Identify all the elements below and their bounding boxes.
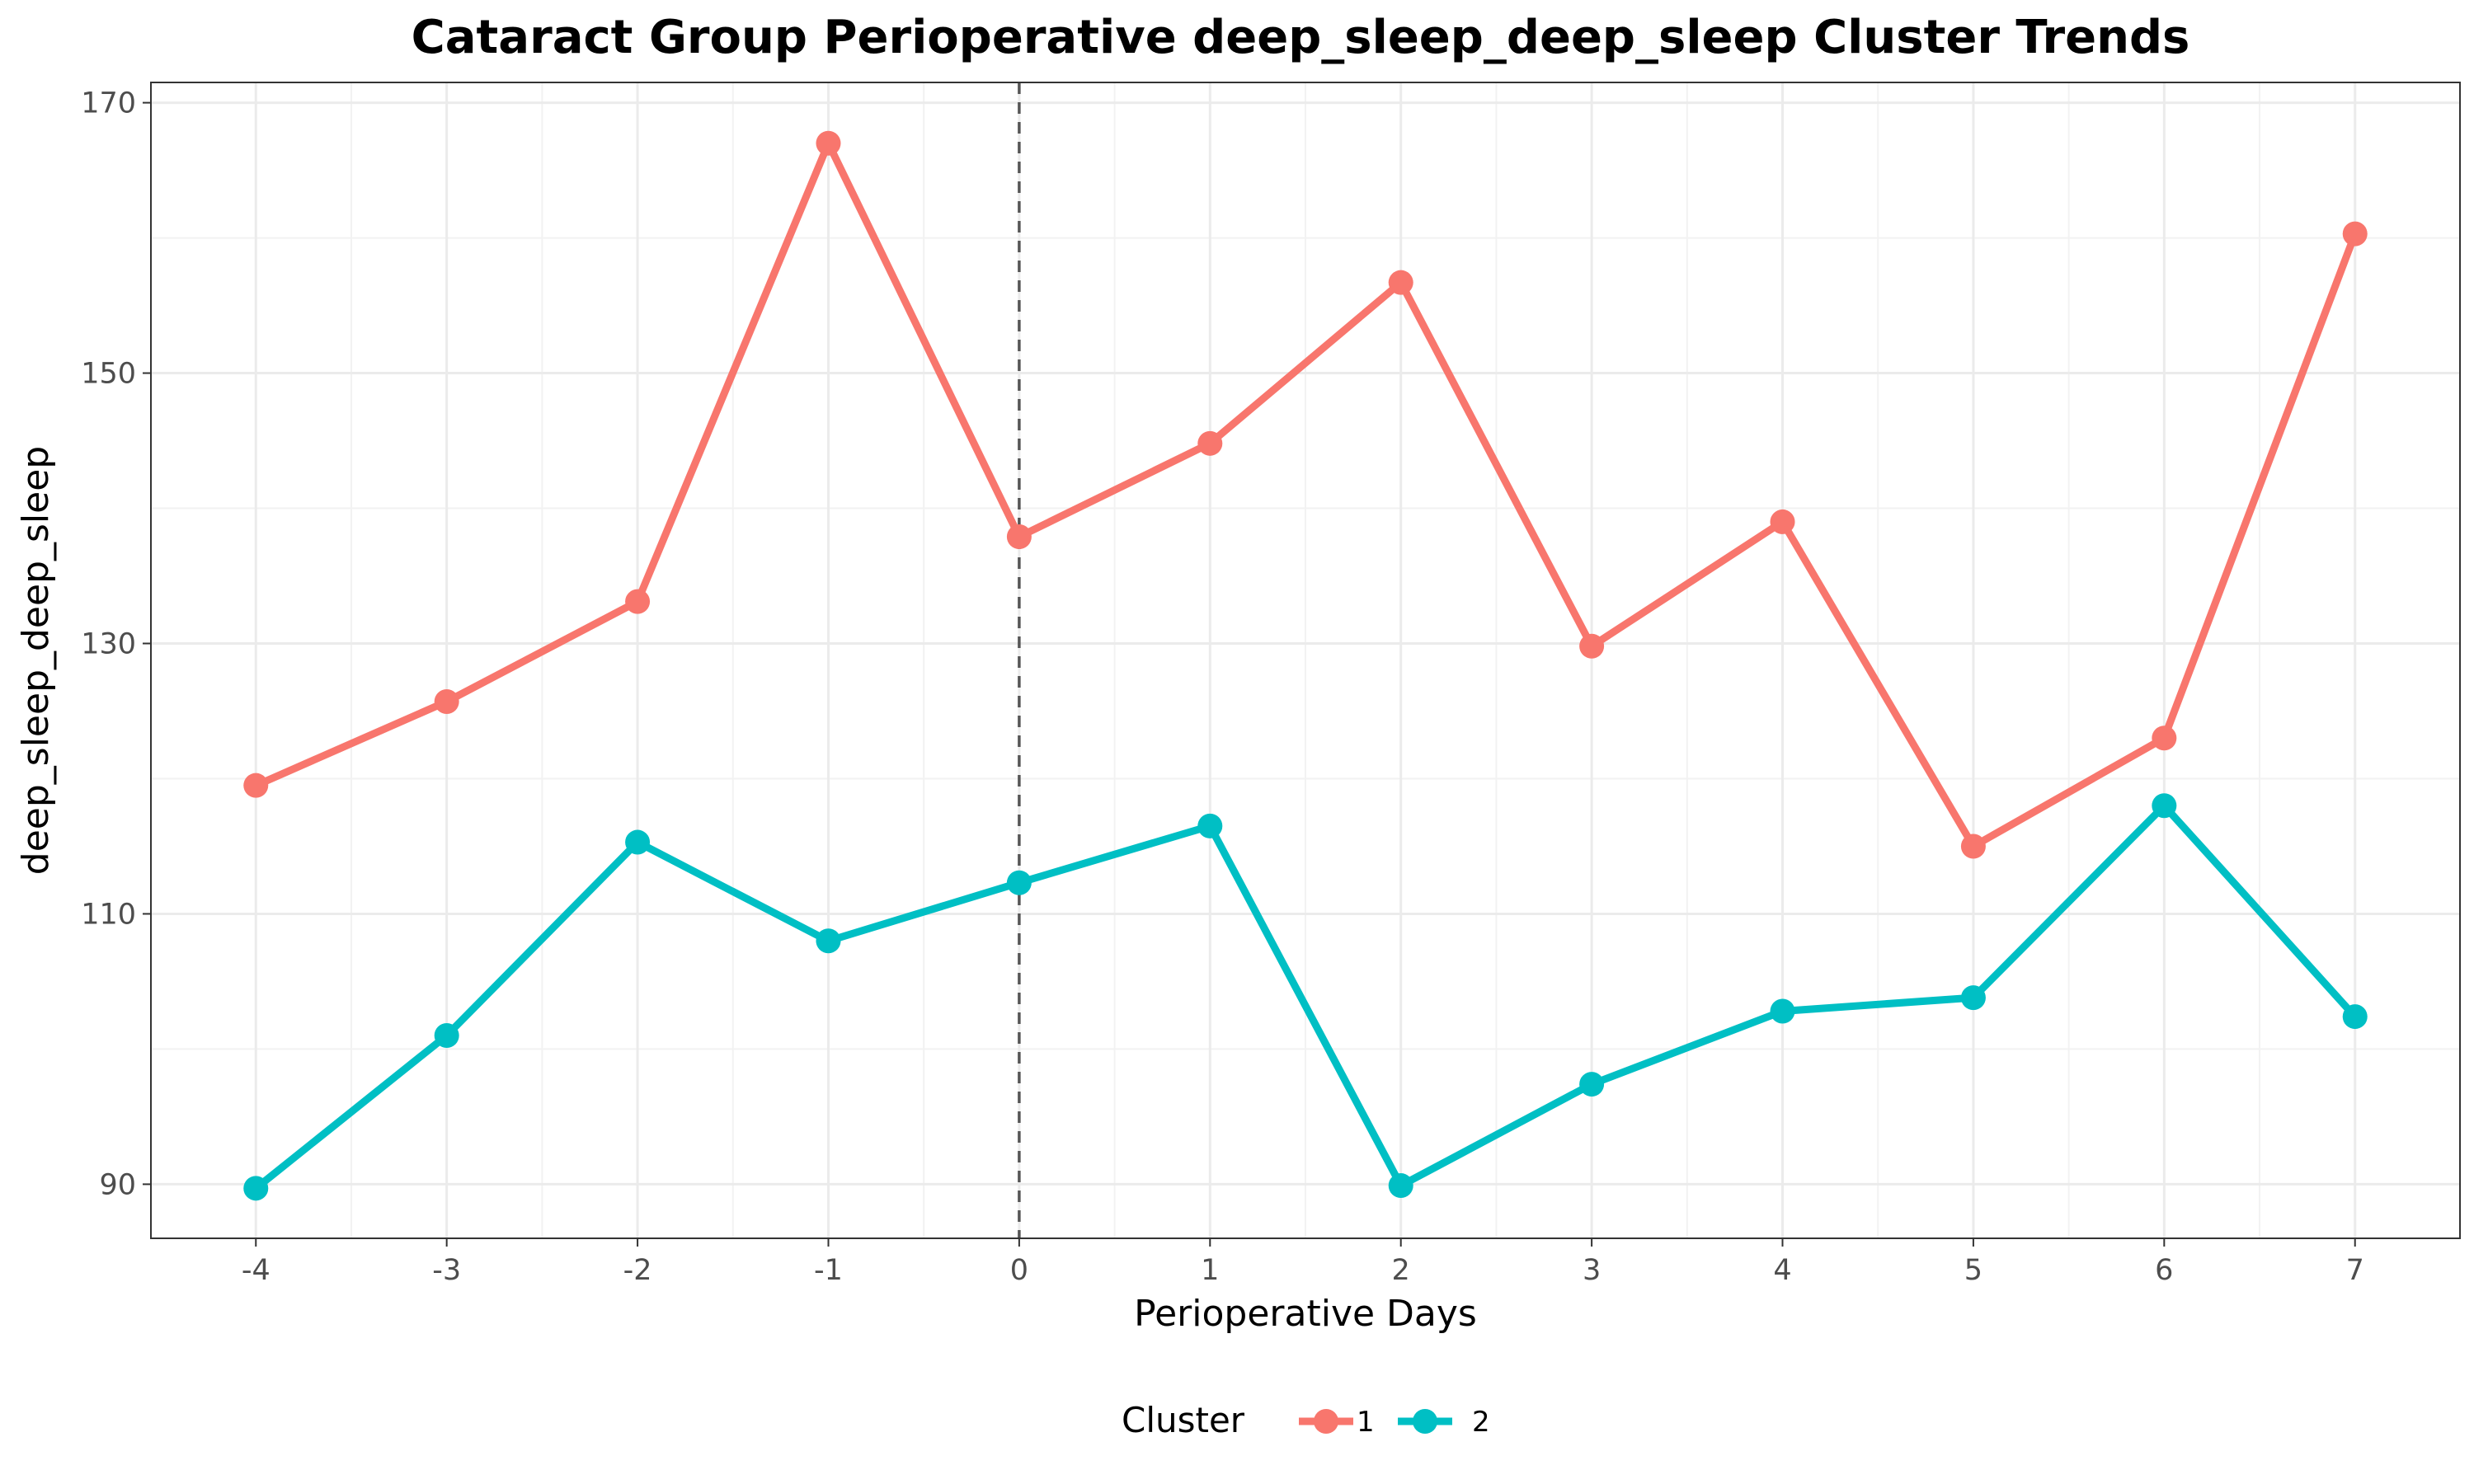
- series-1-point: [2342, 221, 2368, 247]
- legend: Cluster 1 2: [1122, 1400, 1490, 1440]
- series-1-point: [816, 130, 841, 156]
- series-2: [243, 793, 2368, 1201]
- series-1-point: [1579, 633, 1605, 659]
- series-2-point: [1770, 998, 1795, 1024]
- y-tick-label: 150: [81, 358, 136, 391]
- y-tick-label: 110: [81, 898, 136, 931]
- series-2-point: [1388, 1173, 1413, 1199]
- series-2-point: [2342, 1004, 2368, 1030]
- y-axis-title: deep_sleep_deep_sleep: [15, 446, 57, 875]
- y-tick-label: 90: [99, 1168, 136, 1201]
- series-2-point: [816, 928, 841, 954]
- series-2-point: [1579, 1072, 1605, 1097]
- series-1-point: [434, 689, 459, 715]
- x-tick-label: -2: [623, 1254, 652, 1287]
- series-2-point: [434, 1023, 459, 1049]
- chart-title: Cataract Group Perioperative deep_sleep_…: [412, 11, 2190, 64]
- series-2-point: [1006, 870, 1032, 895]
- series-1-point: [1770, 509, 1795, 534]
- x-tick-label: 5: [1964, 1254, 1982, 1287]
- grid: [151, 82, 2460, 1238]
- series-2-line: [252, 801, 2359, 1192]
- series-group: [243, 130, 2368, 1201]
- x-tick-label: 4: [1773, 1254, 1791, 1287]
- x-tick-label: 1: [1201, 1254, 1219, 1287]
- x-tick-label: -4: [242, 1254, 270, 1287]
- y-tick-label: 170: [81, 87, 136, 120]
- series-1-point: [1960, 834, 1986, 859]
- x-tick-label: -3: [432, 1254, 461, 1287]
- legend-key-point-1: [1314, 1409, 1338, 1434]
- series-2-point: [243, 1176, 269, 1201]
- series-1-point: [1388, 270, 1413, 295]
- x-tick-label: 7: [2346, 1254, 2364, 1287]
- series-2-point: [2152, 793, 2177, 819]
- plot-panel-border: [150, 82, 2461, 1239]
- y-tick-label: 130: [81, 628, 136, 661]
- x-axis-title: Perioperative Days: [1134, 1293, 1477, 1335]
- x-tick-label: 0: [1010, 1254, 1028, 1287]
- legend-title: Cluster: [1122, 1400, 1245, 1440]
- series-2-point: [1960, 985, 1986, 1011]
- x-tick-label: 2: [1392, 1254, 1410, 1287]
- x-tick-label: -1: [814, 1254, 843, 1287]
- series-1-point: [1006, 524, 1032, 549]
- legend-label-1: 1: [1357, 1406, 1375, 1439]
- x-tick-label: 3: [1583, 1254, 1601, 1287]
- legend-key-point-2: [1413, 1409, 1437, 1434]
- series-1-point: [2152, 726, 2177, 751]
- series-1-line: [252, 139, 2359, 850]
- legend-label-2: 2: [1472, 1406, 1490, 1439]
- series-1-point: [243, 773, 269, 798]
- x-tick-label: 6: [2155, 1254, 2173, 1287]
- series-1-point: [1197, 430, 1223, 456]
- series-1: [243, 130, 2368, 859]
- series-1-point: [625, 589, 651, 614]
- series-2-point: [625, 829, 651, 855]
- axes: 90 110 130 150 170 -4 -3 -2 -1 0 1 2 3 4 5 6 7: [81, 87, 2364, 1287]
- series-2-point: [1197, 813, 1223, 838]
